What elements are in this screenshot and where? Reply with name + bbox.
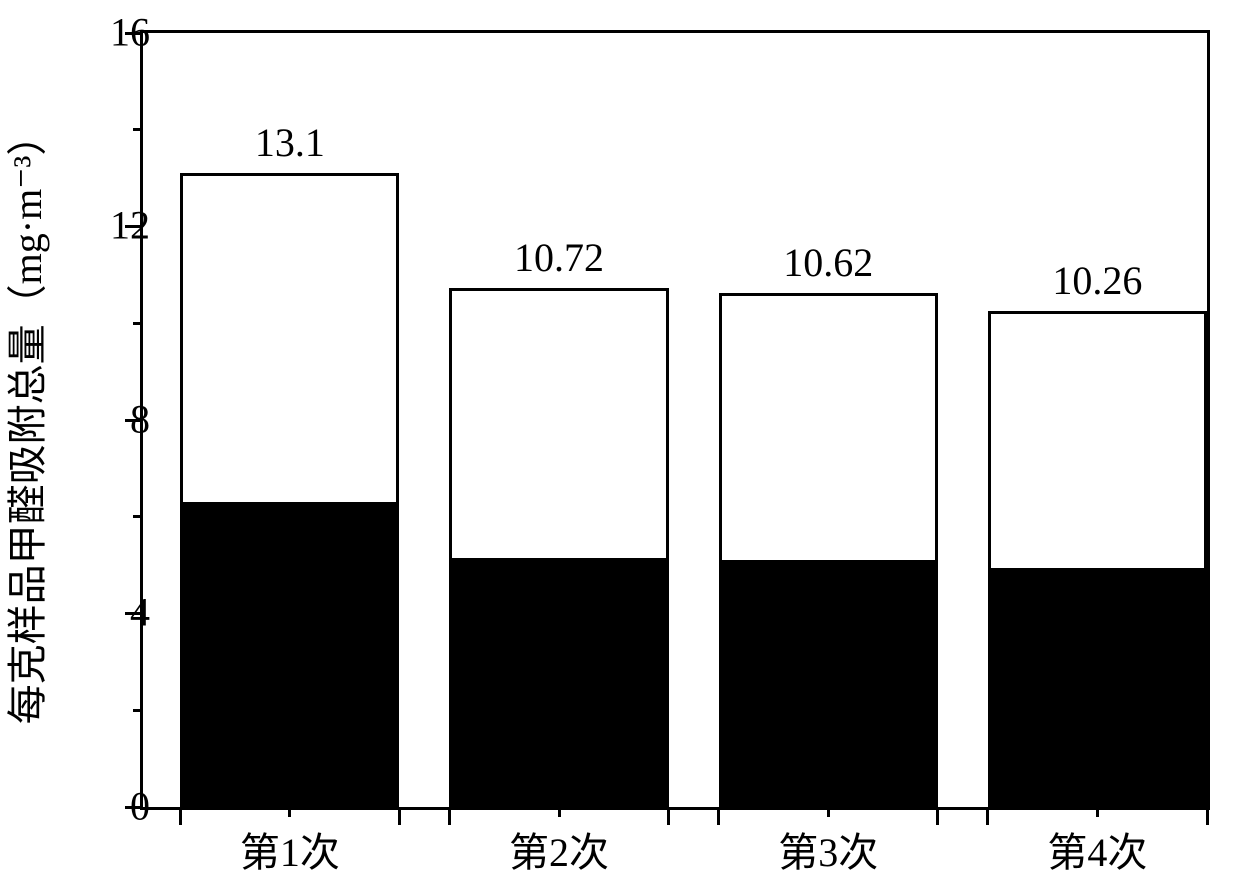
y-tick-minor — [133, 709, 143, 712]
bar-value-label: 10.72 — [514, 234, 604, 281]
x-tick — [986, 807, 989, 825]
y-axis-label: 每克样品甲醛吸附总量（mg·m⁻³） — [0, 116, 53, 725]
bar — [449, 288, 668, 807]
y-tick-label: 8 — [130, 395, 150, 442]
x-tick-minor — [1096, 807, 1099, 817]
bar-inner — [991, 568, 1204, 807]
x-tick — [717, 807, 720, 825]
y-tick-label: 12 — [110, 202, 150, 249]
y-tick-minor — [133, 515, 143, 518]
x-tick — [448, 807, 451, 825]
y-tick-label: 0 — [130, 782, 150, 829]
x-tick-minor — [288, 807, 291, 817]
bar-inner — [452, 558, 665, 807]
y-tick-label: 16 — [110, 8, 150, 55]
y-tick-minor — [133, 322, 143, 325]
x-tick — [667, 807, 670, 825]
y-tick-label: 4 — [130, 589, 150, 636]
bar — [719, 293, 938, 807]
x-category-label: 第3次 — [778, 820, 878, 878]
x-category-label: 第4次 — [1047, 820, 1147, 878]
x-tick — [179, 807, 182, 825]
bar-value-label: 10.26 — [1052, 257, 1142, 304]
x-tick-minor — [827, 807, 830, 817]
bar-inner — [722, 560, 935, 807]
x-tick — [936, 807, 939, 825]
bar-value-label: 10.62 — [783, 239, 873, 286]
x-tick-minor — [558, 807, 561, 817]
x-category-label: 第2次 — [509, 820, 609, 878]
x-category-label: 第1次 — [240, 820, 340, 878]
y-tick-minor — [133, 128, 143, 131]
bar-value-label: 13.1 — [255, 119, 325, 166]
bar-inner — [183, 502, 396, 807]
bar — [180, 173, 399, 807]
x-tick — [398, 807, 401, 825]
x-tick — [1206, 807, 1209, 825]
bar — [988, 311, 1207, 807]
